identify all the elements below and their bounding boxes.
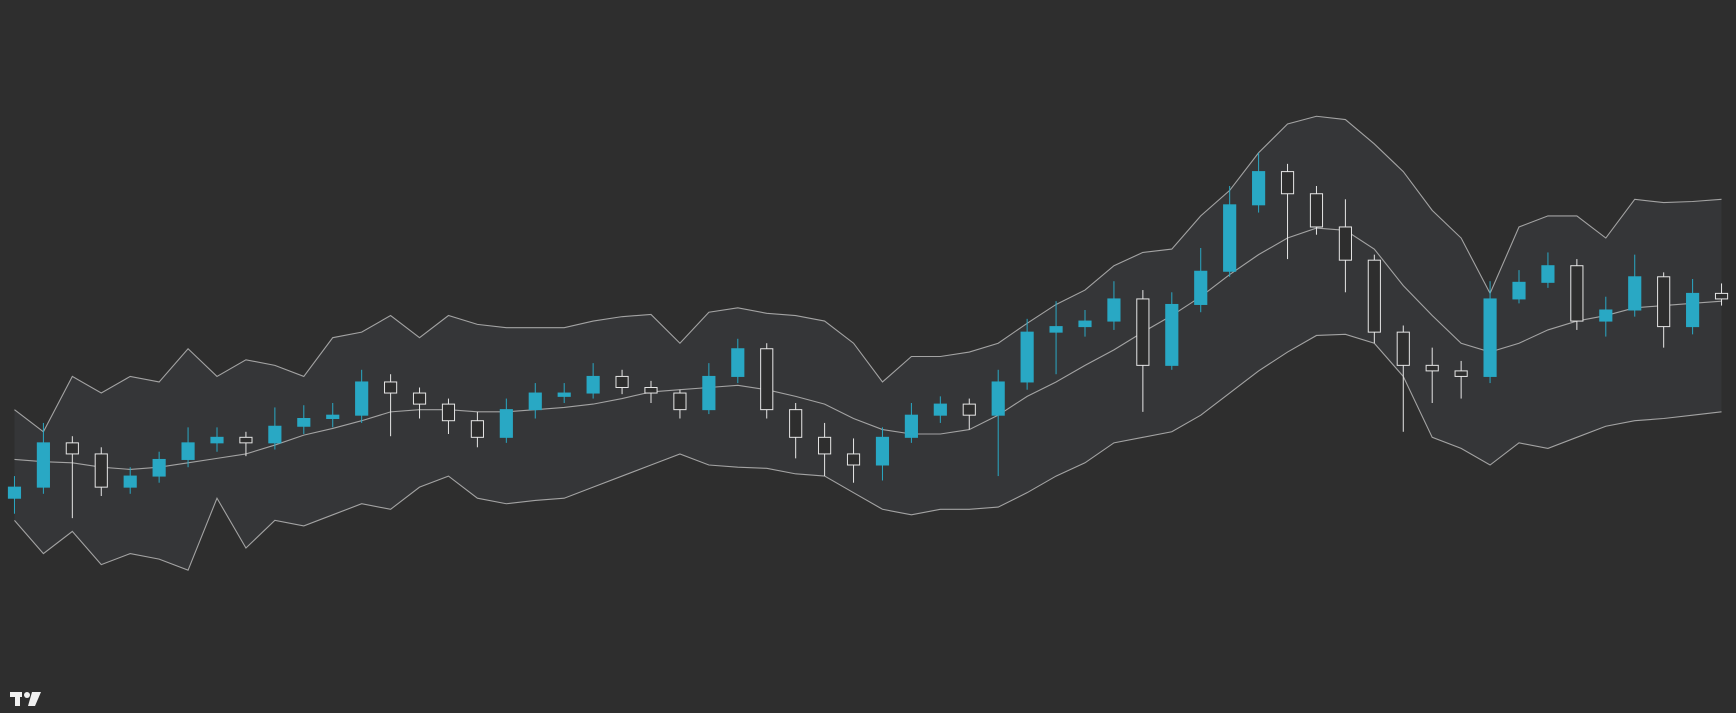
candle-body bbox=[1628, 276, 1642, 311]
candle-body bbox=[1686, 292, 1700, 328]
candle-body bbox=[1714, 292, 1729, 300]
candle-body bbox=[65, 442, 79, 455]
candle-body bbox=[152, 458, 166, 477]
candle-body bbox=[528, 392, 542, 411]
candle-body bbox=[1165, 303, 1179, 366]
candle-body bbox=[239, 436, 253, 444]
candle-body bbox=[1396, 331, 1410, 366]
candle-body bbox=[760, 348, 774, 411]
candle-body bbox=[1252, 171, 1266, 206]
candle-body bbox=[7, 486, 22, 499]
candle-body bbox=[412, 392, 427, 405]
candle-body bbox=[818, 436, 832, 455]
candle-body bbox=[470, 420, 484, 438]
candle-body bbox=[1309, 193, 1324, 228]
candles bbox=[7, 152, 1729, 519]
candle-body bbox=[268, 425, 282, 444]
candle-body bbox=[1541, 265, 1555, 283]
band-middle bbox=[14, 227, 1722, 470]
candle-body bbox=[673, 392, 687, 411]
candle-body bbox=[355, 381, 369, 416]
candle-body bbox=[297, 418, 311, 427]
candle-body bbox=[875, 436, 890, 466]
candle-body bbox=[991, 381, 1005, 416]
band-upper bbox=[14, 115, 1722, 433]
candle-body bbox=[1107, 298, 1121, 322]
candle-body bbox=[499, 409, 513, 438]
candle-body bbox=[789, 409, 803, 438]
candle-body bbox=[210, 436, 224, 444]
candle-body bbox=[1367, 259, 1381, 333]
candle-body bbox=[1049, 326, 1063, 333]
candle-body bbox=[181, 442, 195, 460]
candle-body bbox=[1425, 364, 1439, 372]
logo-part bbox=[24, 692, 30, 698]
candle-body bbox=[123, 475, 137, 488]
candle-body bbox=[557, 392, 571, 397]
candle-body bbox=[846, 453, 861, 466]
candle-body bbox=[962, 403, 976, 416]
candle-body bbox=[731, 348, 745, 377]
logo-part bbox=[28, 692, 41, 706]
candle-body bbox=[384, 381, 398, 394]
candle-body bbox=[702, 375, 716, 411]
logo-part bbox=[15, 692, 20, 706]
candle-body bbox=[904, 414, 918, 438]
candle-body bbox=[1078, 320, 1092, 328]
candle-body bbox=[1194, 270, 1208, 305]
candle-body bbox=[1338, 226, 1352, 261]
bands bbox=[14, 115, 1722, 571]
candle-body bbox=[36, 442, 50, 488]
candle-body bbox=[644, 387, 658, 394]
candle-body bbox=[615, 375, 629, 388]
candle-body bbox=[933, 403, 947, 416]
candle-body bbox=[1570, 265, 1584, 322]
candle-body bbox=[586, 375, 600, 394]
candle-body bbox=[1454, 370, 1468, 377]
candle-body bbox=[1280, 171, 1295, 195]
candle-body bbox=[326, 414, 340, 419]
candle-body bbox=[94, 453, 108, 488]
candle-body bbox=[441, 403, 456, 422]
candle-body bbox=[1657, 276, 1671, 328]
candle-body bbox=[1136, 298, 1150, 366]
candle-body bbox=[1483, 298, 1497, 377]
candle-body bbox=[1599, 309, 1613, 322]
band-lower bbox=[14, 333, 1722, 571]
candle-body bbox=[1223, 204, 1237, 272]
band-fill bbox=[14, 116, 1722, 571]
candle-body bbox=[1512, 281, 1526, 300]
logo bbox=[10, 692, 41, 706]
candle-body bbox=[1020, 331, 1034, 383]
